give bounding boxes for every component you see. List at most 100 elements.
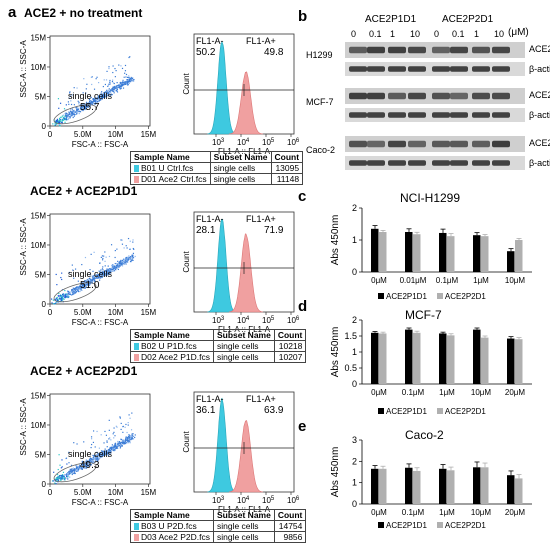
blot-strip	[345, 62, 525, 76]
scatter-point	[61, 297, 63, 299]
scatter-point	[91, 102, 94, 104]
positive-percent: 49.8	[264, 47, 284, 58]
scatter-point	[109, 271, 111, 273]
scatter-point	[85, 281, 88, 283]
scatter-point	[82, 462, 84, 465]
scatter-point	[90, 100, 93, 102]
scatter-point	[99, 95, 102, 97]
scatter-point	[114, 249, 116, 252]
scatter-point	[61, 278, 63, 281]
scatter-point	[57, 299, 60, 301]
scatter-point	[90, 443, 93, 446]
table-row: B03 U P2D.fcs single cells 14754	[130, 520, 307, 532]
scatter-point	[68, 114, 70, 116]
scatter-point	[53, 303, 55, 305]
scatter-point	[93, 103, 95, 105]
scatter-point	[64, 295, 66, 298]
scatter-point	[102, 85, 104, 88]
scatter-point	[77, 469, 80, 471]
scatter-point	[71, 468, 73, 470]
scatter-point	[92, 98, 94, 100]
sample-name-cell: B03 U P2D.fcs	[130, 520, 214, 532]
scatter-point	[77, 107, 80, 109]
scatter-point	[101, 91, 103, 93]
table-row: B01 U Ctrl.fcs single cells 13095	[130, 162, 304, 174]
scatter-point	[130, 429, 133, 431]
scatter-point	[93, 275, 95, 277]
scatter-point	[109, 81, 111, 83]
scatter-point	[99, 275, 101, 277]
negative-label: FL1-A-	[196, 214, 224, 224]
scatter-point	[68, 296, 70, 298]
scatter-point	[72, 269, 74, 271]
scatter-point	[121, 260, 123, 262]
scatter-point	[107, 451, 109, 454]
scatter-point	[68, 472, 70, 474]
scatter-point	[105, 91, 107, 93]
legend-label: ACE2P1D1	[386, 521, 427, 530]
scatter-point	[76, 470, 79, 472]
scatter-point	[115, 266, 118, 268]
scatter-point	[82, 466, 84, 469]
scatter-point	[68, 292, 71, 295]
scatter-point	[117, 260, 119, 262]
blot-band	[492, 46, 510, 54]
scatter-point	[72, 290, 74, 292]
y-axis-label: Abs 450nm	[330, 327, 341, 378]
scatter-point	[108, 429, 110, 431]
scatter-point	[71, 264, 73, 266]
scatter-point	[55, 302, 57, 304]
scatter-point	[107, 453, 109, 455]
scatter-point	[86, 105, 88, 108]
scatter-point	[122, 439, 124, 441]
scatter-point	[103, 274, 105, 276]
scatter-point	[114, 262, 116, 265]
scatter-point	[100, 98, 103, 100]
scatter-point	[85, 465, 87, 468]
scatter-point	[82, 463, 85, 465]
scatter-point	[101, 93, 103, 96]
legend-swatch	[378, 408, 384, 414]
scatter-point	[65, 119, 67, 121]
scatter-point	[125, 245, 127, 247]
scatter-point	[124, 259, 127, 261]
scatter-point	[79, 290, 81, 293]
scatter-point	[94, 97, 97, 99]
scatter-point	[69, 117, 71, 119]
scatter-point	[124, 64, 127, 67]
x-tick-label: 0	[48, 308, 53, 317]
scatter-point	[101, 274, 103, 276]
scatter-point	[73, 104, 75, 106]
scatter-point	[61, 272, 63, 274]
scatter-point	[75, 111, 78, 113]
y-tick-label: 10M	[30, 63, 46, 72]
scatter-point	[58, 120, 60, 123]
blot-band	[472, 46, 490, 54]
subset-cell: single cells	[209, 173, 272, 185]
scatter-point	[99, 279, 101, 281]
scatter-point	[85, 461, 87, 463]
scatter-point	[61, 115, 63, 117]
scatter-point	[121, 239, 123, 241]
scatter-point	[127, 422, 129, 424]
scatter-point	[128, 256, 130, 258]
blot-band	[388, 92, 406, 100]
scatter-point	[96, 274, 98, 276]
scatter-point	[129, 258, 131, 260]
scatter-point	[108, 83, 110, 85]
scatter-point	[61, 120, 63, 122]
x-axis-label: FSC-A :: FSC-A	[72, 498, 129, 507]
scatter-point	[79, 466, 81, 468]
scatter-point	[123, 76, 125, 78]
scatter-point	[89, 277, 91, 279]
scatter-point	[99, 456, 101, 458]
scatter-point	[72, 113, 75, 115]
scatter-point	[54, 124, 56, 126]
blot-strip	[345, 156, 525, 170]
y-tick-label: 10M	[30, 421, 46, 430]
hist-y-axis-label: Count	[182, 73, 191, 95]
scatter-point	[125, 437, 127, 439]
scatter-point	[57, 477, 59, 479]
chart-title: MCF-7	[405, 308, 442, 322]
scatter-point	[60, 479, 62, 481]
